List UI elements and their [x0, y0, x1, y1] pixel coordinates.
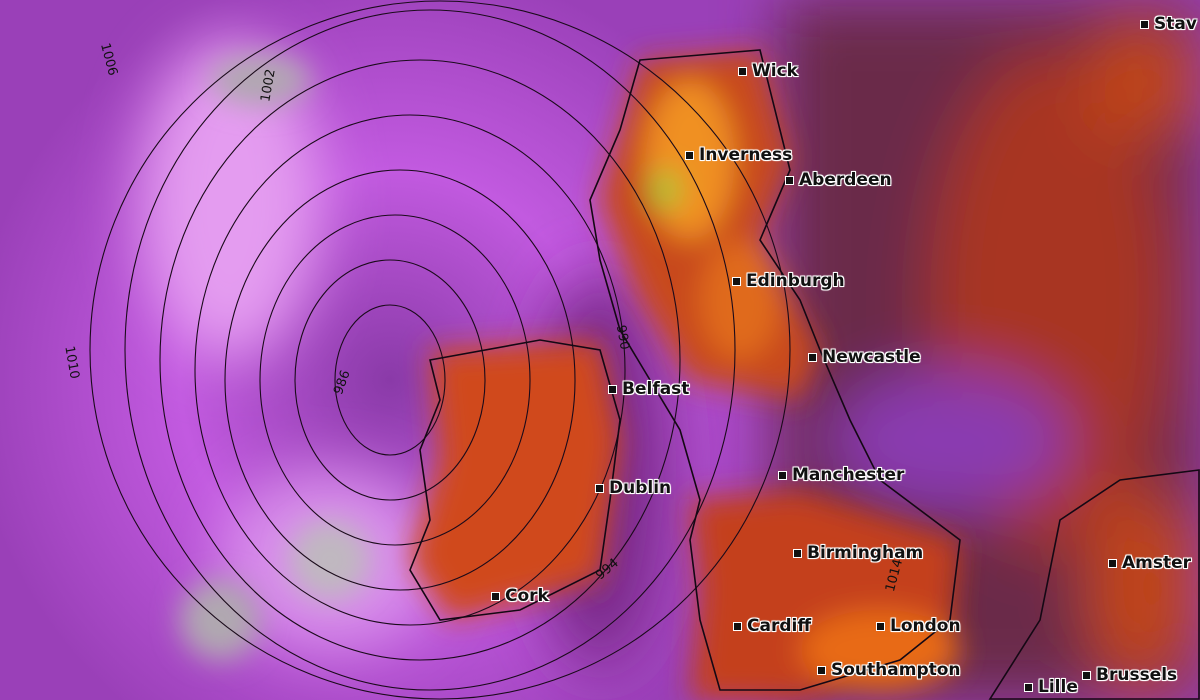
city-marker — [685, 150, 694, 160]
city-label: Cardiff — [733, 616, 811, 636]
land-wind — [180, 50, 960, 700]
city-marker — [808, 352, 817, 362]
city-label: Belfast — [608, 379, 689, 399]
isobars — [89, 0, 791, 700]
city-label: Brussels — [1082, 665, 1177, 685]
wind-field — [140, 0, 1200, 700]
city-label: Newcastle — [808, 347, 921, 367]
city-marker — [793, 548, 802, 558]
city-label: London — [876, 616, 961, 636]
city-marker — [778, 470, 787, 480]
city-label: Amster — [1108, 553, 1191, 573]
city-label: Stav — [1140, 14, 1197, 34]
coastlines — [409, 49, 1200, 700]
city-label: Southampton — [817, 660, 961, 680]
city-marker — [491, 591, 500, 601]
city-label: Edinburgh — [732, 271, 845, 291]
city-label: Inverness — [685, 145, 792, 165]
city-label: Cork — [491, 586, 549, 606]
city-marker — [1108, 558, 1117, 568]
city-marker — [595, 483, 604, 493]
city-marker — [876, 621, 885, 631]
city-label: Wick — [738, 61, 798, 81]
city-marker — [1140, 19, 1149, 29]
city-marker — [733, 621, 742, 631]
city-marker — [732, 276, 741, 286]
city-marker — [738, 66, 747, 76]
city-label: Birmingham — [793, 543, 923, 563]
city-label: Aberdeen — [785, 170, 892, 190]
city-marker — [817, 665, 826, 675]
city-marker — [785, 175, 794, 185]
city-label: Lille — [1024, 677, 1078, 697]
city-marker — [608, 384, 617, 394]
city-label: Dublin — [595, 478, 671, 498]
city-marker — [1024, 682, 1033, 692]
city-label: Manchester — [778, 465, 904, 485]
city-marker — [1082, 670, 1091, 680]
